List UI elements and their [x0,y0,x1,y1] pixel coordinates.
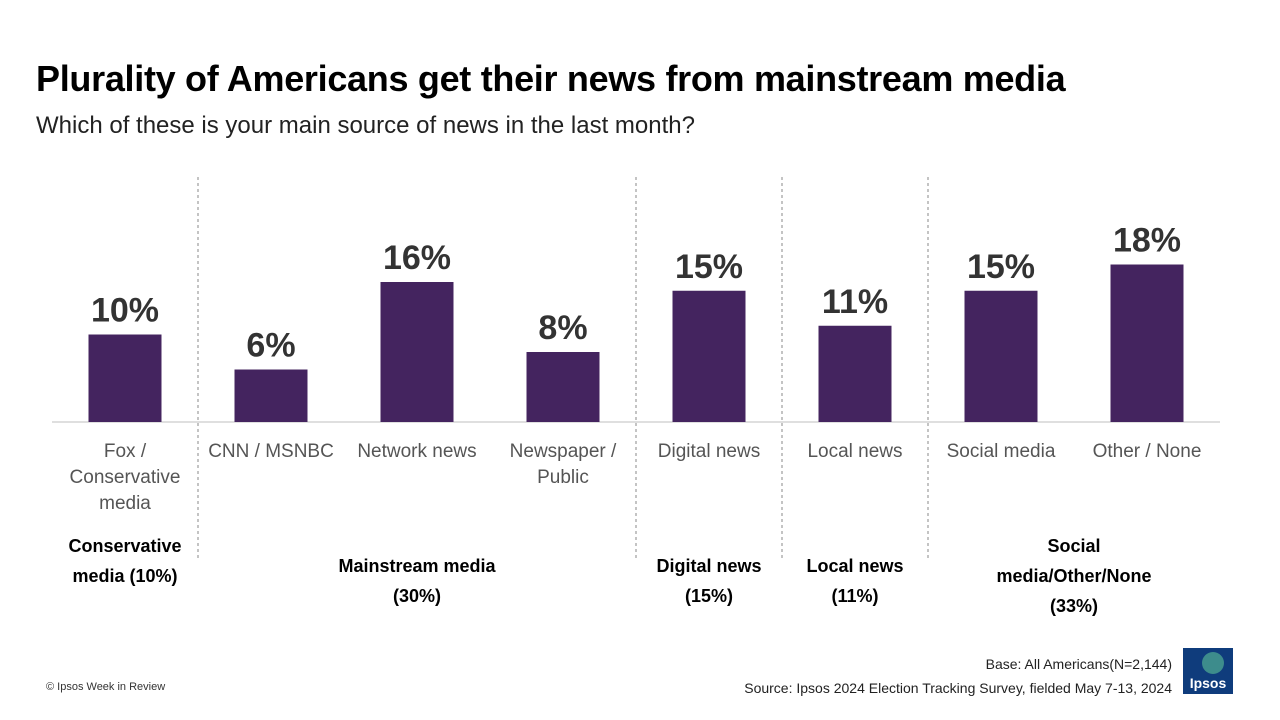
bar [526,352,600,422]
data-label: 8% [538,309,587,347]
category-label: Digital news [658,441,760,462]
group-label-line: (15%) [684,586,733,606]
category-label: Network news [357,441,476,462]
group-label: Conservative media (10%) [56,531,194,591]
bar [380,282,454,422]
base-note: Base: All Americans(N=2,144) [985,656,1172,672]
group-label: Mainstream media (30%) [202,551,632,611]
group-label-line: Local news [806,556,904,576]
category-label: Public [537,467,589,488]
data-label: 11% [822,283,888,321]
category-label: Social media [947,441,1056,462]
group-label-line: Digital news [656,556,762,576]
logo-mark-icon [1202,652,1224,674]
category-label: media [99,493,151,514]
group-label-line: (33%) [1049,596,1098,616]
source-note: Source: Ipsos 2024 Election Tracking Sur… [744,680,1172,696]
data-label: 15% [967,248,1035,286]
bar [88,334,162,422]
category-label: CNN / MSNBC [208,441,334,462]
ipsos-logo: Ipsos [1183,648,1233,694]
group-label: Social media/Other/None (33%) [932,531,1216,621]
group-label-line: media/Other/None [996,566,1152,586]
bar [1110,264,1184,422]
category-label: Conservative [70,467,181,488]
group-label: Digital news (15%) [640,551,778,611]
group-label-line: Conservative [68,536,182,556]
data-label: 16% [383,239,451,277]
data-label: 15% [675,248,743,286]
bar [234,369,308,422]
category-label: Fox / [104,441,147,462]
group-label-line: (30%) [392,586,441,606]
group-label-line: Mainstream media [338,556,496,576]
chart-subtitle: Which of these is your main source of ne… [36,112,695,139]
logo-text: Ipsos [1189,675,1227,691]
group-label: Local news (11%) [786,551,924,611]
data-label: 10% [91,292,159,330]
category-label: Other / None [1093,441,1202,462]
group-label-line: (11%) [831,586,879,606]
bar-chart: 10% Fox / Conservative media 6% CNN / MSNBC 16… [52,177,1220,560]
data-label: 18% [1113,222,1181,260]
bar [964,290,1038,422]
bar [672,290,746,422]
copyright-text: © Ipsos Week in Review [46,681,166,693]
category-label: Local news [807,441,902,462]
group-label-line: media (10%) [72,566,178,586]
chart-title: Plurality of Americans get their news fr… [36,58,1066,99]
data-label: 6% [246,327,295,365]
bar [818,325,892,422]
category-label: Newspaper / [510,441,617,462]
group-label-line: Social [1047,536,1101,556]
